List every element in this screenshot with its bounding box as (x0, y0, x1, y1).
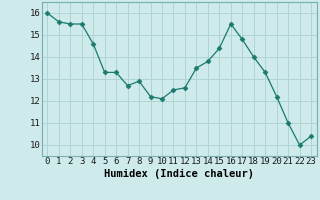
X-axis label: Humidex (Indice chaleur): Humidex (Indice chaleur) (104, 169, 254, 179)
